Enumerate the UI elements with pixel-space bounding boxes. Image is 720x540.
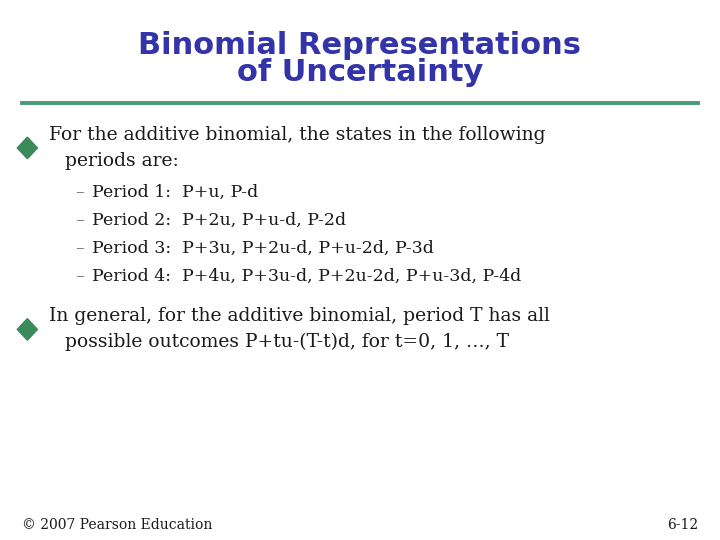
Text: –: – — [76, 184, 84, 201]
Text: Period 3:  P+3u, P+2u-d, P+u-2d, P-3d: Period 3: P+3u, P+2u-d, P+u-2d, P-3d — [92, 240, 434, 257]
Text: Binomial Representations: Binomial Representations — [138, 31, 582, 60]
Text: 6-12: 6-12 — [667, 518, 698, 532]
Text: For the additive binomial, the states in the following: For the additive binomial, the states in… — [49, 126, 546, 144]
Text: © 2007 Pearson Education: © 2007 Pearson Education — [22, 518, 212, 532]
Text: Period 1:  P+u, P-d: Period 1: P+u, P-d — [92, 184, 258, 201]
Text: –: – — [76, 240, 84, 257]
Text: –: – — [76, 268, 84, 285]
Text: periods are:: periods are: — [65, 152, 179, 170]
Polygon shape — [17, 137, 37, 159]
Text: of Uncertainty: of Uncertainty — [237, 58, 483, 87]
Text: In general, for the additive binomial, period T has all: In general, for the additive binomial, p… — [49, 307, 550, 326]
Polygon shape — [17, 319, 37, 340]
Text: possible outcomes P+tu-(T-t)d, for t=0, 1, …, T: possible outcomes P+tu-(T-t)d, for t=0, … — [65, 333, 509, 352]
Text: Period 2:  P+2u, P+u-d, P-2d: Period 2: P+2u, P+u-d, P-2d — [92, 212, 346, 229]
Text: Period 4:  P+4u, P+3u-d, P+2u-2d, P+u-3d, P-4d: Period 4: P+4u, P+3u-d, P+2u-2d, P+u-3d,… — [92, 268, 521, 285]
Text: –: – — [76, 212, 84, 229]
